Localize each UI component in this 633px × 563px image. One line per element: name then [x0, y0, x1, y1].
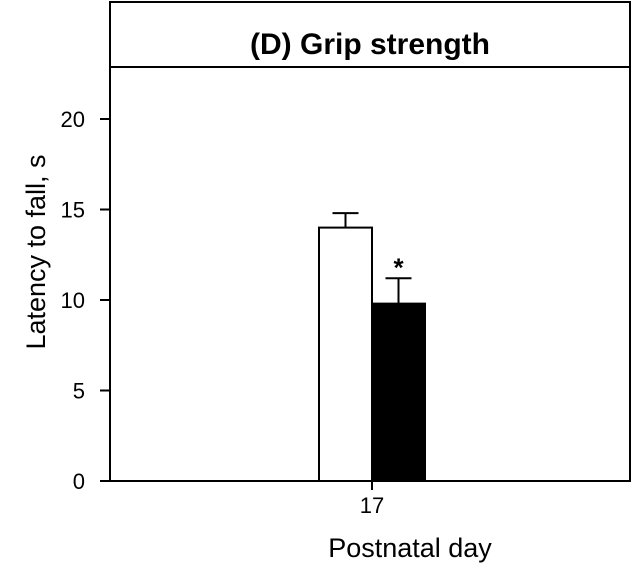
bar-series-1	[318, 226, 373, 482]
y-tick-label: 10	[61, 288, 85, 313]
y-tick-label: 15	[61, 198, 85, 223]
y-tick-label: 5	[73, 379, 85, 404]
x-axis-ticks: 17	[360, 481, 384, 518]
y-axis-ticks: 0 5 10 15 20	[61, 107, 110, 494]
y-tick-label: 0	[73, 469, 85, 494]
significance-marker: *	[393, 252, 404, 282]
bars	[318, 226, 426, 482]
y-axis-title: Latency to fall, s	[21, 154, 51, 349]
error-bars	[332, 212, 412, 304]
x-axis-title: Postnatal day	[328, 533, 492, 563]
annotations: *	[393, 252, 404, 282]
y-tick-label: 20	[61, 107, 85, 132]
x-tick-label: 17	[360, 493, 384, 518]
chart-title: (D) Grip strength	[250, 28, 490, 61]
bar-series-2	[371, 302, 426, 482]
